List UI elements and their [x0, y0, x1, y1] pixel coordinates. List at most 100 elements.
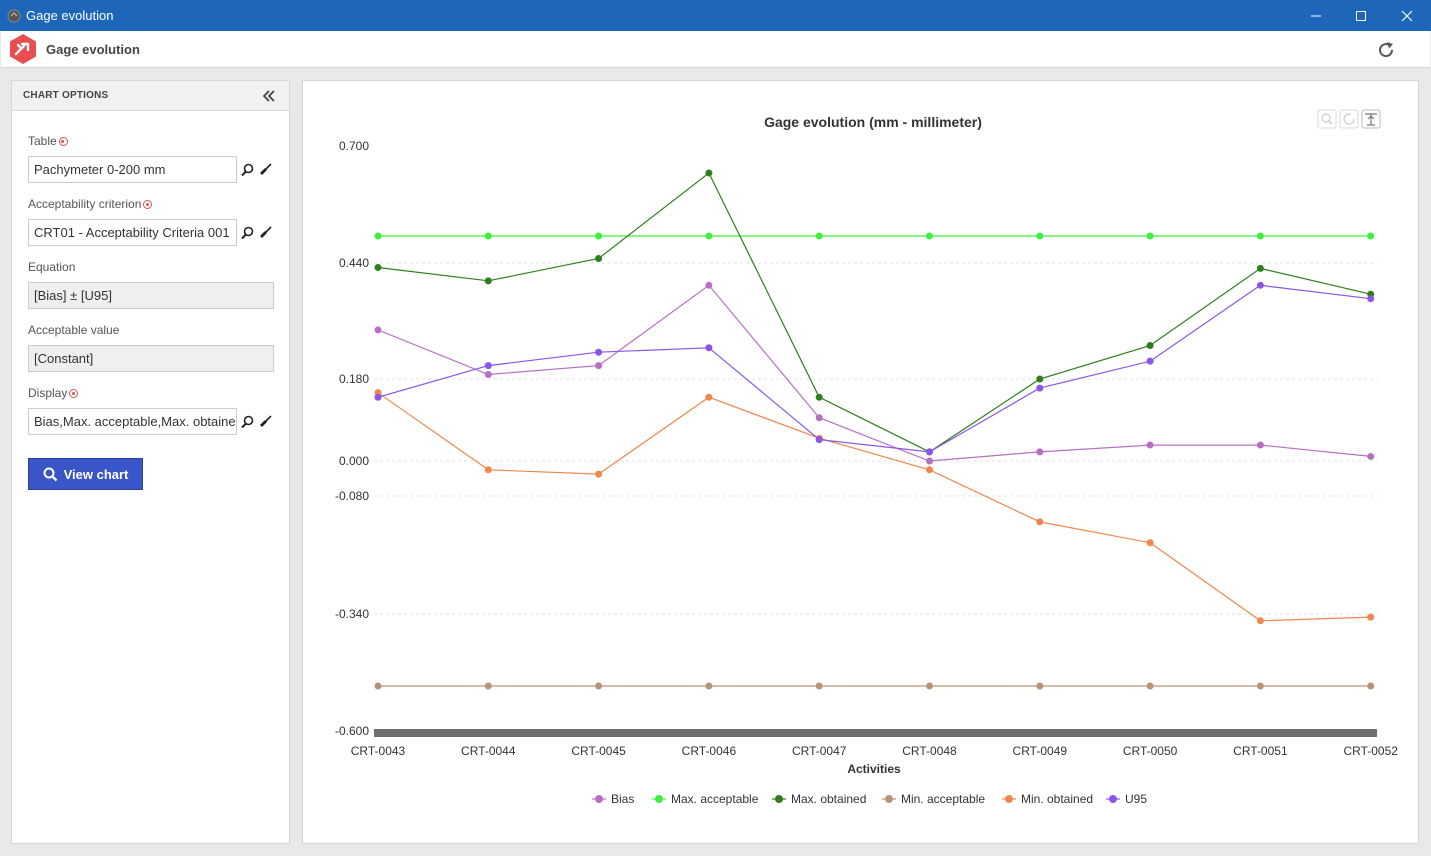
- window-title: Gage evolution: [26, 8, 114, 23]
- data-point[interactable]: [926, 682, 933, 690]
- data-point[interactable]: [815, 436, 823, 444]
- data-point[interactable]: [1256, 232, 1264, 240]
- close-button[interactable]: [1384, 0, 1430, 31]
- criterion-clear-button[interactable]: [256, 219, 274, 246]
- data-point[interactable]: [1367, 232, 1375, 240]
- window-titlebar: Gage evolution: [0, 0, 1431, 31]
- data-point[interactable]: [595, 232, 603, 240]
- view-chart-button[interactable]: View chart: [28, 458, 143, 490]
- data-point[interactable]: [815, 232, 823, 240]
- display-clear-button[interactable]: [256, 408, 274, 435]
- data-point[interactable]: [1367, 682, 1375, 690]
- legend-item[interactable]: Min. obtained: [1002, 792, 1093, 806]
- data-point[interactable]: [1367, 295, 1375, 303]
- data-point[interactable]: [595, 255, 603, 262]
- data-point[interactable]: [595, 348, 603, 356]
- data-point[interactable]: [484, 277, 492, 285]
- data-point[interactable]: [1367, 613, 1375, 621]
- pan-icon[interactable]: [1361, 109, 1381, 129]
- reset-zoom-icon[interactable]: [1339, 109, 1359, 129]
- collapse-button[interactable]: [261, 88, 277, 104]
- data-point[interactable]: [374, 326, 382, 334]
- x-tick-label: CRT-0048: [902, 744, 957, 758]
- data-point[interactable]: [926, 457, 933, 465]
- data-point[interactable]: [815, 682, 823, 690]
- data-point[interactable]: [705, 232, 713, 240]
- data-point[interactable]: [1036, 384, 1044, 392]
- data-point[interactable]: [595, 362, 603, 370]
- app-icon: [7, 9, 21, 22]
- data-point[interactable]: [815, 393, 823, 401]
- data-point[interactable]: [1036, 232, 1044, 240]
- criterion-search-button[interactable]: [238, 219, 256, 246]
- display-search-button[interactable]: [238, 408, 256, 435]
- data-point[interactable]: [1146, 232, 1154, 240]
- acceptable-value-label: Acceptable value: [28, 323, 120, 337]
- data-point[interactable]: [595, 682, 603, 690]
- data-point[interactable]: [484, 232, 492, 240]
- data-point[interactable]: [705, 169, 713, 177]
- data-point[interactable]: [1256, 264, 1264, 272]
- double-chevron-left-icon: [262, 90, 275, 102]
- data-point[interactable]: [1256, 617, 1264, 625]
- data-point[interactable]: [705, 344, 713, 352]
- legend-item[interactable]: U95: [1106, 792, 1147, 806]
- legend-item[interactable]: Max. acceptable: [652, 792, 759, 806]
- data-point[interactable]: [374, 263, 382, 271]
- x-tick-label: CRT-0046: [682, 744, 737, 758]
- data-point[interactable]: [705, 281, 713, 289]
- data-point[interactable]: [374, 232, 382, 240]
- data-point[interactable]: [484, 466, 492, 474]
- y-tick-label: 0.180: [339, 372, 369, 386]
- data-point[interactable]: [1146, 357, 1154, 365]
- data-point[interactable]: [1256, 441, 1264, 449]
- table-search-button[interactable]: [238, 156, 256, 183]
- data-point[interactable]: [595, 470, 603, 478]
- legend-item[interactable]: Max. obtained: [772, 792, 866, 806]
- table-clear-button[interactable]: [256, 156, 274, 183]
- minimize-button[interactable]: [1293, 0, 1339, 31]
- data-point[interactable]: [1036, 448, 1044, 456]
- search-icon: [43, 467, 57, 481]
- data-point[interactable]: [1146, 539, 1154, 547]
- data-point[interactable]: [374, 682, 382, 690]
- series-max-acceptable: [374, 232, 1375, 240]
- zoom-icon[interactable]: [1317, 109, 1337, 129]
- data-point[interactable]: [374, 393, 382, 401]
- data-point[interactable]: [1256, 682, 1264, 690]
- data-point[interactable]: [484, 371, 492, 379]
- data-point[interactable]: [1367, 452, 1375, 460]
- display-input[interactable]: Bias,Max. acceptable,Max. obtained: [28, 408, 237, 435]
- data-point[interactable]: [1036, 375, 1044, 383]
- refresh-icon: [1379, 42, 1394, 58]
- data-point[interactable]: [484, 362, 492, 370]
- chart-panel: Gage evolution (mm - millimeter) 0.700 0.…: [302, 80, 1419, 844]
- acceptability-criterion-input[interactable]: CRT01 - Acceptability Criteria 001: [28, 219, 237, 246]
- maximize-icon: [1356, 10, 1366, 21]
- legend-item[interactable]: Min. acceptable: [882, 792, 985, 806]
- data-point[interactable]: [1256, 281, 1264, 289]
- required-icon: [143, 200, 153, 209]
- data-point[interactable]: [484, 682, 492, 690]
- data-point[interactable]: [1036, 518, 1044, 526]
- data-point[interactable]: [926, 448, 933, 456]
- eraser-icon: [259, 163, 272, 175]
- eraser-icon: [259, 226, 272, 238]
- table-input[interactable]: Pachymeter 0-200 mm: [28, 156, 237, 183]
- x-tick-label: CRT-0049: [1013, 744, 1068, 758]
- page-title: Gage evolution: [46, 41, 140, 57]
- data-point[interactable]: [1146, 682, 1154, 690]
- maximize-button[interactable]: [1338, 0, 1384, 31]
- data-point[interactable]: [1146, 342, 1154, 350]
- y-tick-label: 0.700: [339, 139, 369, 153]
- search-icon: [240, 415, 253, 428]
- refresh-button[interactable]: [1375, 39, 1397, 61]
- data-point[interactable]: [815, 414, 823, 422]
- legend-item[interactable]: Bias: [592, 792, 634, 806]
- data-point[interactable]: [926, 466, 933, 474]
- data-point[interactable]: [926, 232, 933, 240]
- data-point[interactable]: [705, 682, 713, 690]
- data-point[interactable]: [705, 393, 713, 401]
- data-point[interactable]: [1146, 441, 1154, 449]
- data-point[interactable]: [1036, 682, 1044, 690]
